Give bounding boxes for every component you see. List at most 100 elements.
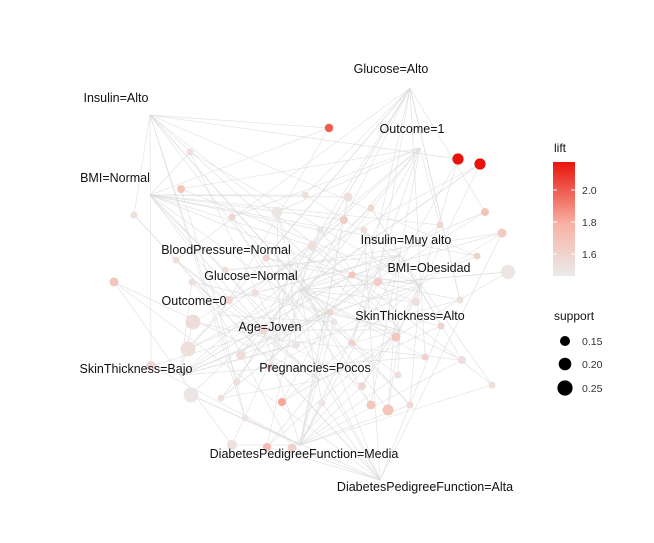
rule-node <box>382 404 394 416</box>
rule-edge <box>175 259 321 381</box>
rule-edge <box>150 365 181 376</box>
rule-edge <box>409 87 461 301</box>
rule-edge <box>149 194 264 331</box>
rule-edge <box>399 254 442 327</box>
rule-edge <box>266 379 321 448</box>
rule-node <box>437 322 445 330</box>
lift-tick-label: 1.8 <box>582 217 597 229</box>
rule-edge <box>244 417 301 446</box>
rule-edge <box>240 339 281 356</box>
rule-node <box>497 228 507 238</box>
rule-node <box>301 191 309 199</box>
lift-legend-title: lift <box>554 141 567 155</box>
rule-node <box>217 394 225 402</box>
rule-edge <box>299 289 323 404</box>
rule-node <box>452 153 464 165</box>
rule-node <box>236 350 246 360</box>
rule-edge <box>240 147 421 356</box>
rule-edge <box>179 374 233 446</box>
rule-node <box>146 361 156 371</box>
rule-edge <box>179 356 426 376</box>
rule-edge <box>265 87 411 259</box>
rule-edge <box>149 194 441 226</box>
item-label-bmi-obesidad: BMI=Obesidad <box>387 261 470 275</box>
rule-edge <box>149 127 330 196</box>
rule-node <box>130 211 138 219</box>
rule-edge <box>363 229 381 481</box>
rule-node <box>177 185 185 193</box>
support-tick-label: 0.20 <box>582 359 603 371</box>
rule-edge <box>351 87 411 344</box>
rule-edge <box>299 229 321 291</box>
rule-node <box>474 158 486 170</box>
rule-node <box>394 371 402 379</box>
rule-edge <box>149 194 478 257</box>
rule-node <box>188 278 196 286</box>
rule-edge <box>149 114 330 129</box>
rule-edge <box>276 147 421 213</box>
rule-edge <box>265 257 421 286</box>
rule-node <box>324 123 334 133</box>
support-tick-label: 0.15 <box>582 336 603 348</box>
rule-edge <box>351 329 401 344</box>
rule-edge <box>321 402 381 481</box>
rule-edge <box>299 359 463 446</box>
rule-node <box>366 400 376 410</box>
rule-node <box>348 271 356 279</box>
rule-node <box>501 265 515 279</box>
rule-edge <box>149 114 372 406</box>
item-label-glucose-alto: Glucose=Alto <box>354 62 429 76</box>
rule-edge <box>419 232 503 286</box>
rule-edge <box>231 216 381 481</box>
rule-edge <box>299 289 442 327</box>
rule-node <box>233 378 241 386</box>
rule-edge <box>149 194 417 303</box>
rule-edge <box>179 207 372 376</box>
rule-edge <box>133 114 151 216</box>
rule-edge <box>269 284 421 368</box>
rule-edge <box>149 194 230 301</box>
support-size-key <box>560 336 570 346</box>
item-label-outcome-0: Outcome=0 <box>162 294 227 308</box>
rule-node <box>318 399 326 407</box>
rule-edge <box>231 216 301 291</box>
rule-edge <box>291 447 381 481</box>
rule-edge <box>113 281 381 481</box>
support-tick-label: 0.25 <box>582 383 603 395</box>
rule-edge <box>289 264 297 346</box>
rule-node <box>458 356 466 364</box>
edge-layer <box>113 87 509 481</box>
support-size-key <box>557 380 573 396</box>
rule-node <box>488 381 496 389</box>
rule-edge <box>409 87 486 213</box>
rule-node <box>358 382 366 390</box>
rule-node <box>360 226 368 234</box>
rule-edge <box>113 281 321 381</box>
rule-node <box>287 443 297 453</box>
rule-edge <box>289 163 481 266</box>
rule-node <box>456 296 464 304</box>
rule-edge <box>299 158 459 446</box>
rule-edge <box>149 114 152 367</box>
rule-node <box>473 252 481 260</box>
rule-edge <box>361 284 421 387</box>
rule-node <box>172 256 180 264</box>
rule-edge <box>299 281 379 446</box>
rule-edge <box>387 329 401 411</box>
rule-node <box>316 226 324 234</box>
rule-node <box>225 296 233 304</box>
rule-edge <box>363 229 401 331</box>
rule-edge <box>311 245 401 331</box>
rule-edge <box>179 299 461 376</box>
rule-edge <box>319 325 442 381</box>
rule-edge <box>304 194 401 256</box>
rule-node <box>262 254 270 262</box>
rule-edge <box>363 229 421 286</box>
rule-edge <box>399 329 463 361</box>
item-label-bmi-normal: BMI=Normal <box>80 171 150 185</box>
rule-edge <box>395 284 421 338</box>
rule-edge <box>219 314 246 419</box>
rule-edge <box>276 211 381 481</box>
support-legend-title: support <box>554 309 595 323</box>
